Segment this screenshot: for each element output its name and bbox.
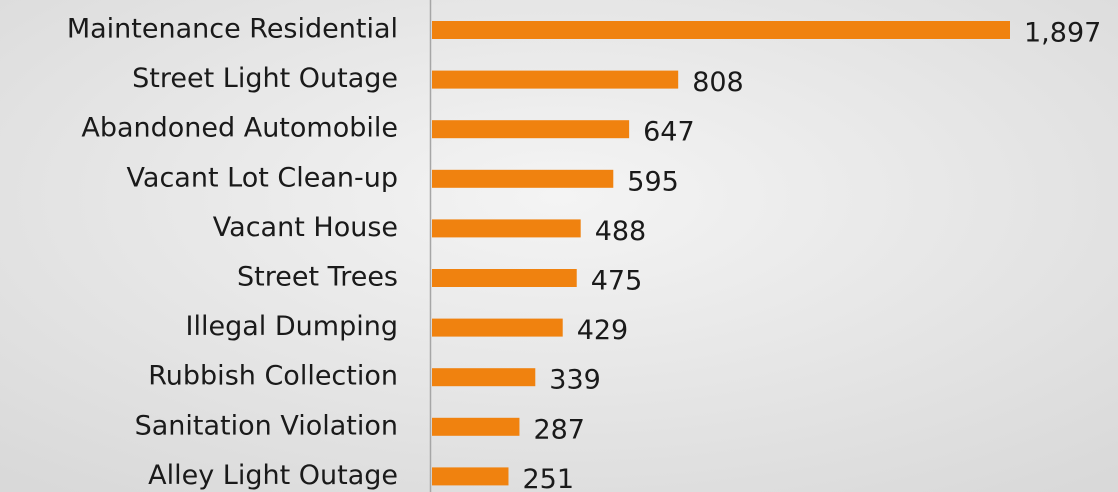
y-tick-label: Abandoned Automobile	[81, 113, 398, 144]
data-label: 488	[595, 216, 647, 247]
y-tick-label: Illegal Dumping	[186, 311, 398, 342]
data-label: 339	[549, 365, 601, 396]
y-tick-label: Street Light Outage	[132, 63, 398, 94]
y-tick-label: Vacant House	[213, 212, 398, 243]
y-tick-label: Rubbish Collection	[148, 361, 398, 392]
bar	[432, 467, 509, 486]
bar	[432, 70, 679, 89]
y-tick-label: Street Trees	[237, 262, 398, 293]
data-label: 251	[522, 464, 574, 492]
bar	[432, 368, 536, 387]
bar	[432, 417, 520, 436]
data-label: 808	[692, 67, 744, 98]
data-label: 595	[627, 166, 679, 197]
y-tick-label: Sanitation Violation	[135, 410, 398, 441]
data-label: 475	[591, 266, 643, 297]
bar	[432, 219, 581, 238]
bar	[432, 269, 577, 287]
y-tick-label: Vacant Lot Clean-up	[127, 162, 398, 193]
data-label: 1,897	[1024, 18, 1101, 49]
bar	[432, 318, 563, 337]
y-tick-label: Maintenance Residential	[67, 14, 398, 45]
data-label: 429	[577, 315, 629, 346]
y-tick-label: Alley Light Outage	[148, 460, 398, 491]
bar	[432, 169, 614, 188]
data-label: 287	[533, 414, 585, 445]
data-label: 647	[643, 117, 695, 148]
bar	[432, 120, 630, 139]
bar	[432, 21, 1010, 39]
